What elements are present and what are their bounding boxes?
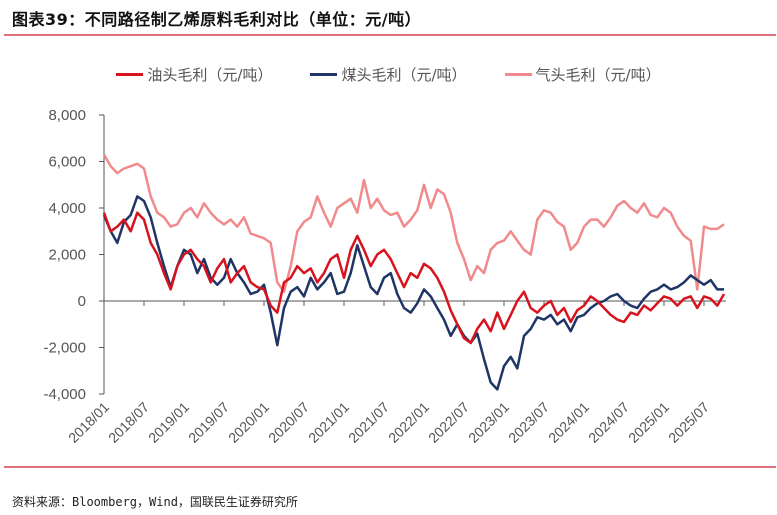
legend-swatch-coal [310, 73, 338, 76]
x-tick-label: 2023/07 [505, 399, 552, 446]
legend-swatch-oil [116, 73, 144, 76]
y-tick-label: 0 [78, 293, 86, 310]
x-tick-label: 2024/01 [545, 399, 592, 446]
legend-item-gas: 气头毛利（元/吨） [504, 64, 661, 85]
figure-title: 图表39：不同路径制乙烯原料毛利对比（单位：元/吨） [12, 10, 422, 29]
source-note: 资料来源：Bloomberg，Wind，国联民生证券研究所 [12, 495, 298, 509]
x-tick-label: 2022/01 [385, 399, 432, 446]
x-tick-label: 2018/07 [105, 399, 152, 446]
legend-label-gas: 气头毛利（元/吨） [535, 66, 661, 84]
legend-swatch-gas [504, 73, 532, 76]
y-tick-label: 6,000 [48, 154, 86, 171]
line-chart: 8,000 6,000 4,000 2,000 0 -2,000 -4,0002018/01… [43, 107, 726, 446]
x-tick-label: 2024/07 [585, 399, 632, 446]
x-tick-label: 2022/07 [425, 399, 472, 446]
x-tick-label: 2025/07 [665, 399, 712, 446]
y-tick-label: 8,000 [48, 107, 86, 124]
x-tick-label: 2021/07 [345, 399, 392, 446]
series-line-gas [102, 153, 725, 293]
x-tick-label: 2018/01 [65, 399, 112, 446]
legend-label-oil: 油头毛利（元/吨） [147, 66, 273, 84]
x-tick-label: 2019/01 [145, 399, 192, 446]
chart-legend: 油头毛利（元/吨） 煤头毛利（元/吨） 气头毛利（元/吨） [0, 64, 777, 85]
legend-item-coal: 煤头毛利（元/吨） [310, 64, 467, 85]
x-tick-label: 2020/01 [225, 399, 272, 446]
legend-item-oil: 油头毛利（元/吨） [116, 64, 272, 85]
legend-label-coal: 煤头毛利（元/吨） [341, 66, 467, 84]
y-tick-label: -2,000 [43, 340, 86, 357]
x-tick-label: 2021/01 [305, 399, 352, 446]
x-tick-label: 2019/07 [185, 399, 232, 446]
bottom-divider [4, 466, 776, 468]
series-line-oil [102, 211, 726, 345]
y-tick-label: 2,000 [48, 247, 86, 264]
y-tick-label: -4,000 [43, 386, 86, 403]
top-divider [4, 34, 776, 36]
x-tick-label: 2020/07 [265, 399, 312, 446]
y-tick-label: 4,000 [48, 200, 86, 217]
x-tick-label: 2025/01 [625, 399, 672, 446]
series-line-coal [102, 195, 724, 391]
x-tick-label: 2023/01 [465, 399, 512, 446]
